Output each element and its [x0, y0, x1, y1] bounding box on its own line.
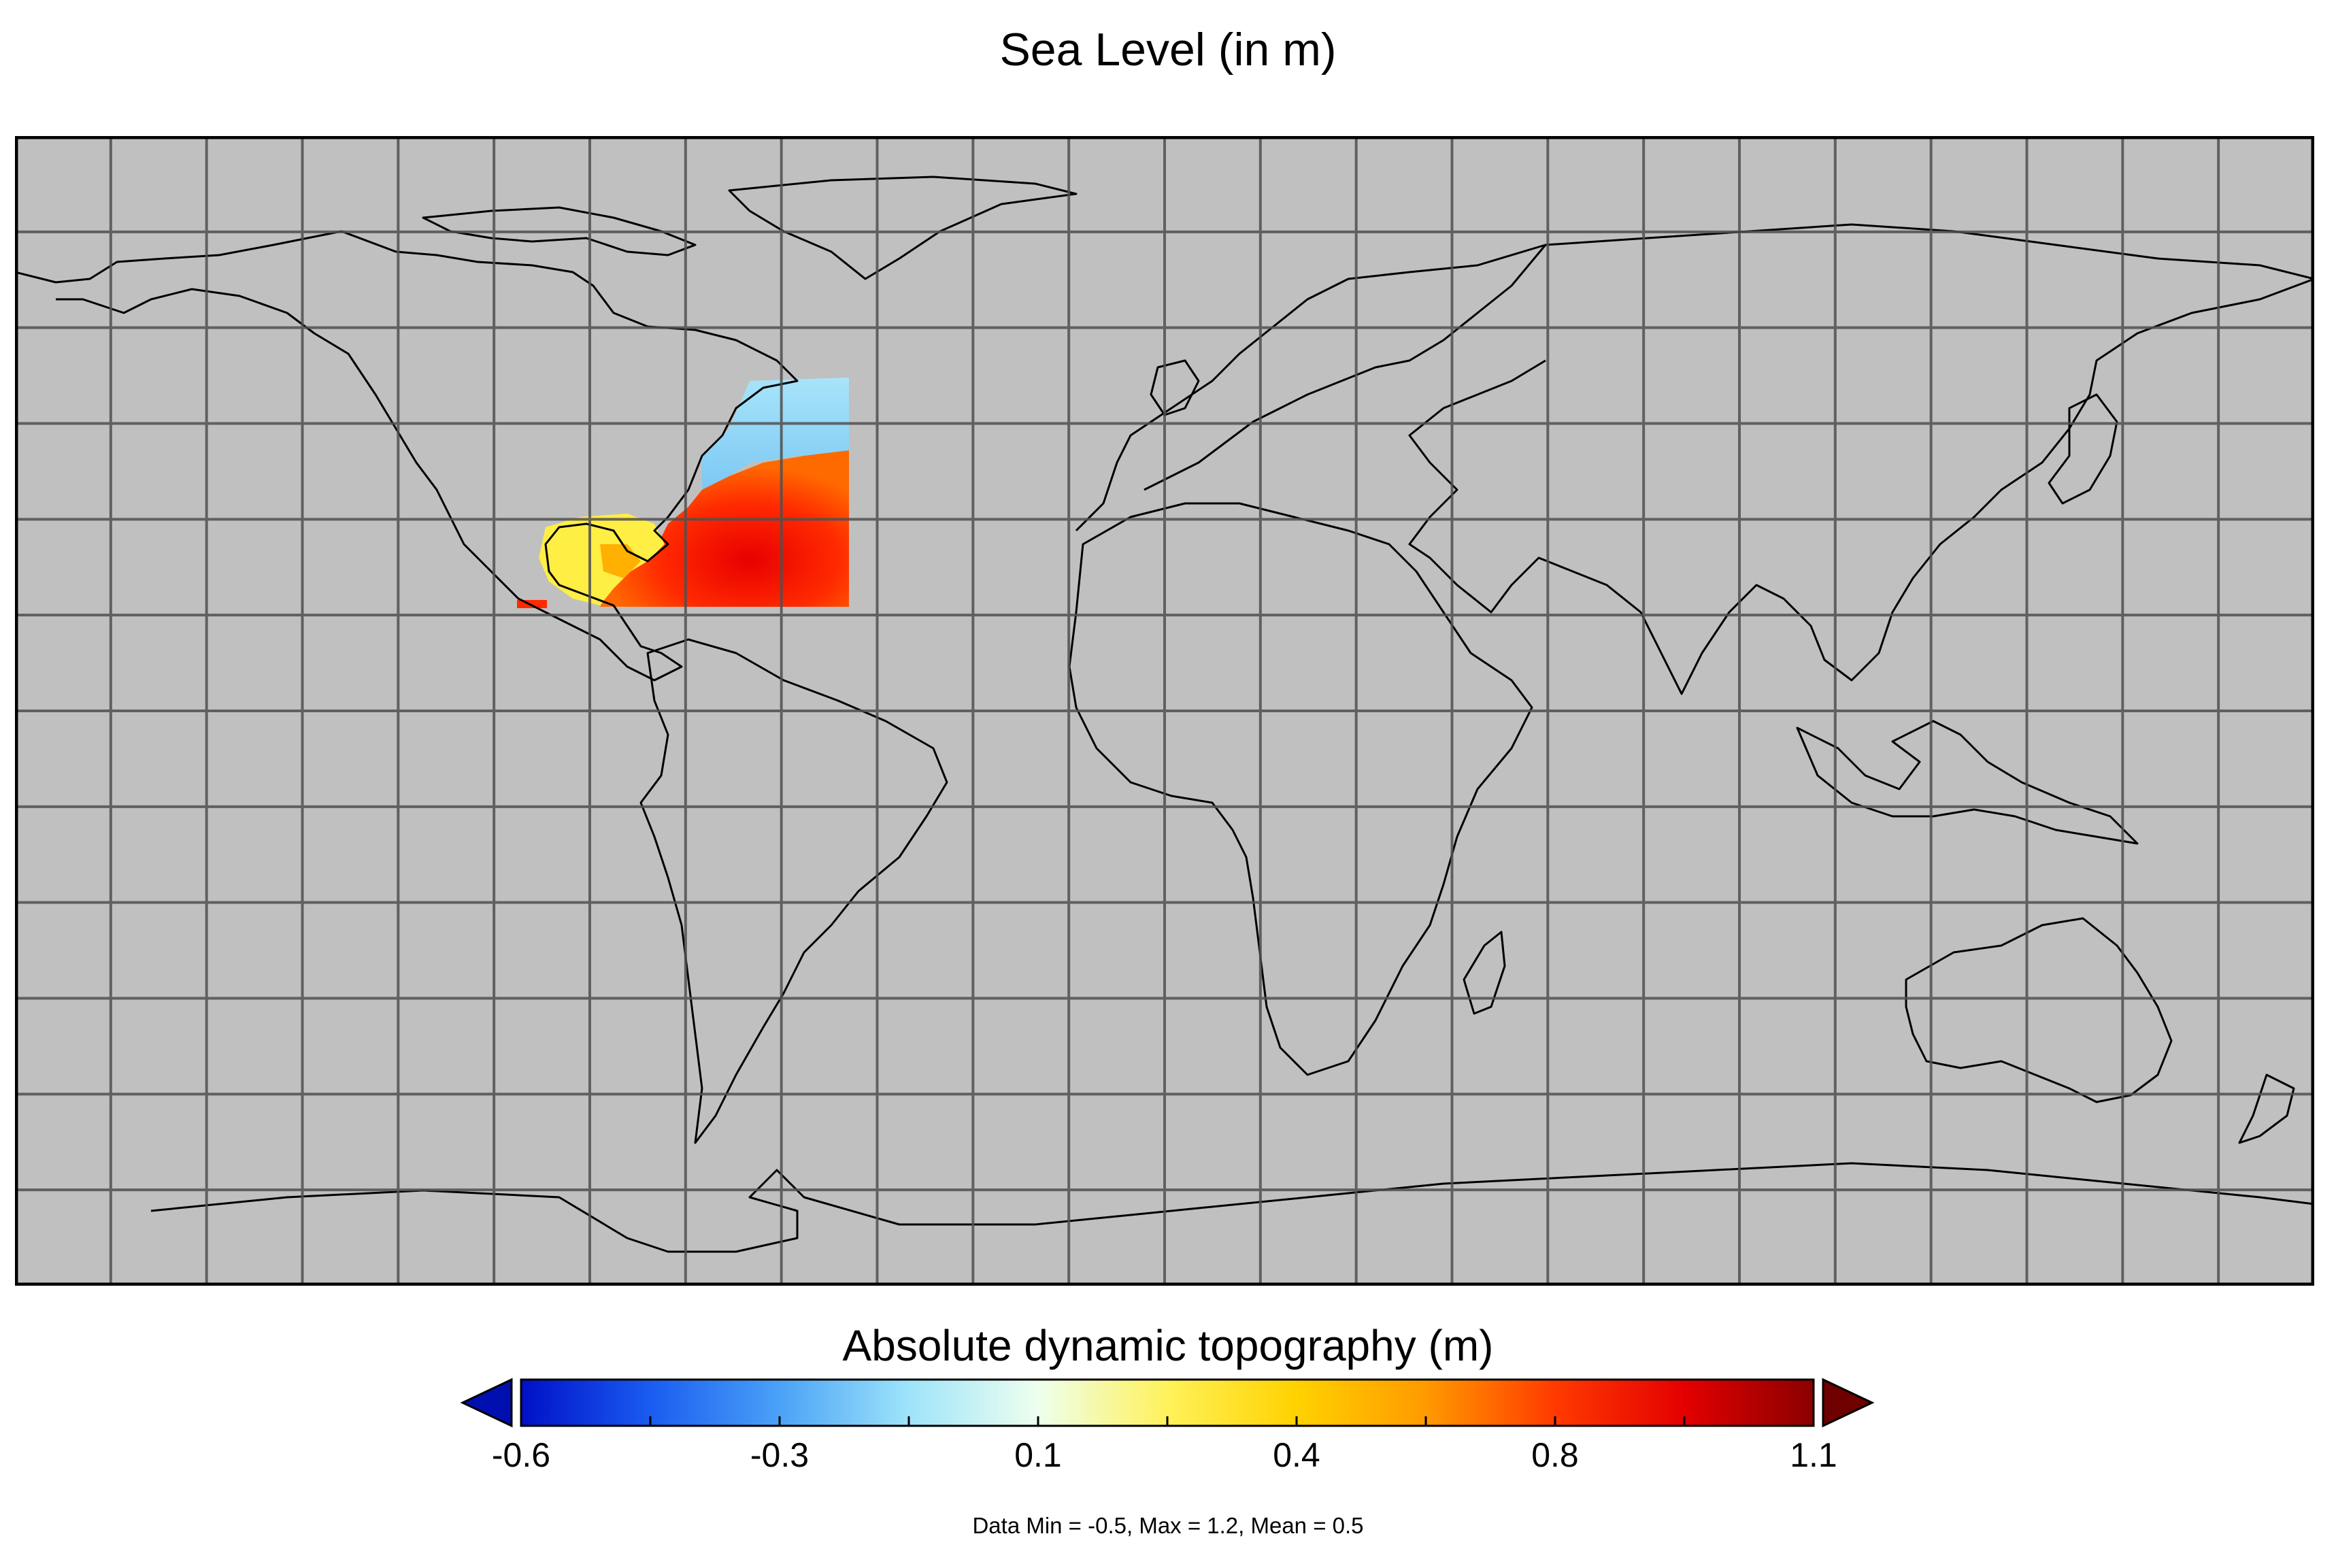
- colorbar-tick-label: 1.1: [1790, 1436, 1837, 1474]
- coast-europe: [1075, 244, 1547, 532]
- colorbar-under-arrow: [460, 1378, 513, 1428]
- coast-madagascar: [1463, 931, 1506, 1015]
- colorbar-tick-labels: -0.6 -0.3 0.1 0.4 0.8 1.1: [492, 1436, 1837, 1474]
- colorbar-ticks: [520, 1416, 1815, 1426]
- coast-antarctica: [150, 1162, 2314, 1253]
- map-border: [15, 136, 2314, 1286]
- coast-africa: [1068, 502, 1533, 1076]
- colorbar: -0.6 -0.3 0.1 0.4 0.8 1.1: [460, 1378, 1875, 1474]
- coast-north-america: [15, 230, 799, 682]
- colorbar-tick-label: 0.4: [1273, 1436, 1320, 1474]
- colorbar-tick-label: -0.6: [492, 1436, 550, 1474]
- data-warm-atlantic: [600, 450, 849, 607]
- data-cool-north: [702, 378, 849, 490]
- colorbar-tick-label: 0.1: [1014, 1436, 1062, 1474]
- coast-new-zealand: [2238, 1073, 2295, 1144]
- map-title: Sea Level (in m): [999, 24, 1337, 76]
- coast-south-america: [639, 638, 948, 1144]
- map-panel: [15, 136, 2314, 1286]
- data-statistics: Data Min = -0.5, Max = 1.2, Mean = 0.5: [972, 1513, 1364, 1538]
- colorbar-over-arrow: [1822, 1378, 1875, 1428]
- coast-southeast-asia-islands: [1796, 720, 2139, 845]
- coastlines: [15, 176, 2314, 1253]
- colorbar-tick-label: 0.8: [1531, 1436, 1579, 1474]
- coast-japan: [2048, 393, 2118, 505]
- colorbar-title: Absolute dynamic topography (m): [842, 1321, 1494, 1370]
- coast-uk: [1150, 359, 1200, 416]
- data-gulf-of-mexico: [539, 514, 665, 605]
- colorbar-tick-label: -0.3: [750, 1436, 809, 1474]
- graticule: [15, 136, 2314, 1286]
- coast-asia: [1408, 223, 2314, 695]
- coast-arctic-islands: [422, 206, 697, 256]
- sea-level-data-layer: [517, 378, 849, 608]
